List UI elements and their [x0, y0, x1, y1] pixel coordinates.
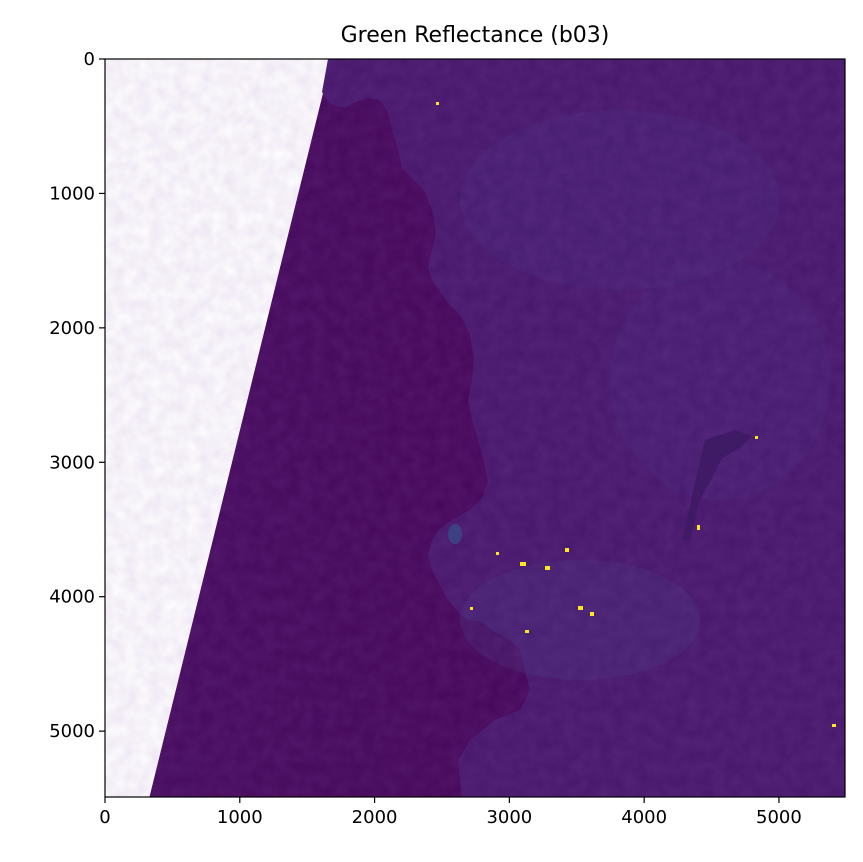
x-tick-label: 3000 — [486, 807, 532, 828]
bright-features — [436, 102, 836, 727]
y-tick-label: 5000 — [49, 721, 95, 742]
bright-spot — [545, 566, 550, 570]
bright-spot — [590, 612, 594, 616]
bright-spot — [436, 102, 439, 105]
chart-title: Green Reflectance (b03) — [341, 23, 610, 48]
image-plot — [105, 59, 845, 797]
bright-spot — [525, 630, 529, 633]
y-tick-label: 2000 — [49, 318, 95, 339]
bright-spot — [697, 525, 700, 530]
bright-spot — [755, 436, 758, 439]
estuary — [682, 430, 752, 540]
axes-frame — [104, 58, 846, 798]
land-texture — [105, 59, 845, 797]
y-tick-label: 4000 — [49, 587, 95, 608]
y-tick-label: 3000 — [49, 452, 95, 473]
bright-spot — [578, 606, 583, 610]
bright-spot — [832, 724, 836, 727]
bright-spot — [520, 562, 526, 566]
x-axis: 0 1000 2000 3000 4000 5000 — [99, 797, 802, 828]
bright-spot — [565, 548, 569, 552]
bright-spot — [496, 552, 499, 555]
lagoon — [448, 524, 462, 544]
x-tick-label: 4000 — [621, 807, 667, 828]
x-tick-label: 0 — [99, 807, 110, 828]
bright-spot — [470, 607, 473, 610]
y-tick-label: 0 — [84, 49, 95, 70]
y-axis: 0 1000 2000 3000 4000 5000 — [49, 49, 105, 742]
x-tick-label: 5000 — [756, 807, 802, 828]
x-tick-label: 2000 — [352, 807, 398, 828]
x-tick-label: 1000 — [217, 807, 263, 828]
y-tick-label: 1000 — [49, 183, 95, 204]
